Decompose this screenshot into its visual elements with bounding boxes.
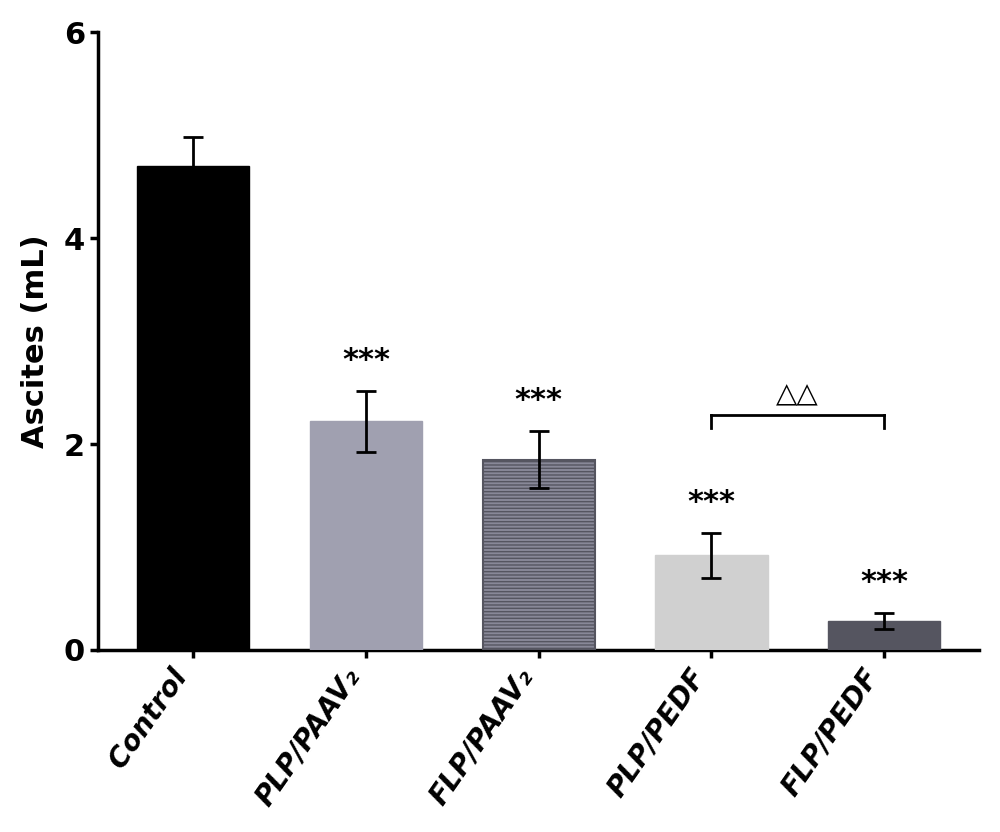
- Text: ***: ***: [515, 386, 563, 415]
- Bar: [483, 459, 595, 650]
- Bar: [828, 622, 940, 650]
- Text: △△: △△: [776, 380, 819, 408]
- Y-axis label: Ascites (mL): Ascites (mL): [21, 235, 50, 448]
- Bar: [655, 555, 768, 650]
- Text: ***: ***: [342, 346, 390, 375]
- Bar: [310, 422, 422, 650]
- Text: ***: ***: [860, 568, 908, 597]
- Text: ***: ***: [687, 488, 735, 518]
- Bar: [137, 166, 249, 650]
